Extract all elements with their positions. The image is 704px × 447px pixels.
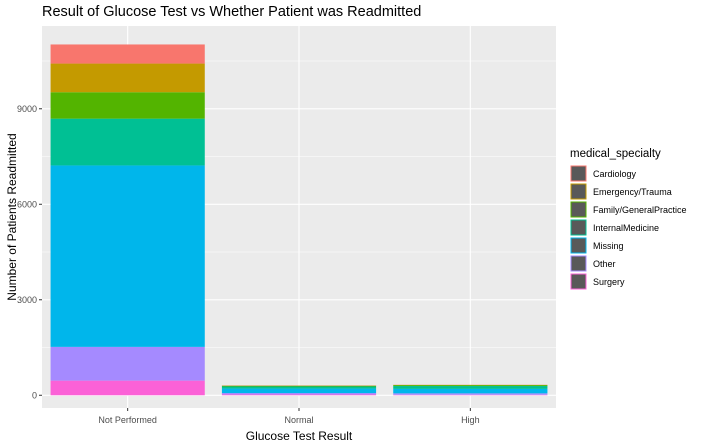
chart-title: Result of Glucose Test vs Whether Patien… xyxy=(42,4,421,20)
legend-label: InternalMedicine xyxy=(593,223,659,233)
legend-label: Cardiology xyxy=(593,169,637,179)
bar-segment-family-generalpractice-0 xyxy=(50,92,205,119)
bar-segment-other-2 xyxy=(393,393,548,395)
y-axis: 0 3000 6000 9000 xyxy=(17,104,42,400)
bar-segment-internalmedicine-0 xyxy=(50,118,205,166)
x-tick-label: High xyxy=(461,415,480,425)
legend: medical_specialty Cardiology Emergency/Tr… xyxy=(570,148,687,290)
legend-label: Surgery xyxy=(593,277,625,287)
legend-label: Family/GeneralPractice xyxy=(593,205,687,215)
y-tick-label: 0 xyxy=(32,390,37,400)
legend-key xyxy=(570,255,587,272)
bar-segment-missing-0 xyxy=(50,165,205,347)
x-tick-label: Not Performed xyxy=(98,415,157,425)
bar-segment-surgery-0 xyxy=(50,380,205,396)
y-tick-label: 9000 xyxy=(17,104,37,114)
legend-label: Missing xyxy=(593,241,624,251)
bar-segment-missing-2 xyxy=(393,388,548,394)
bar-segment-missing-1 xyxy=(221,388,377,394)
legend-key xyxy=(570,201,587,218)
bar-segment-internalmedicine-2 xyxy=(393,386,548,389)
legend-key xyxy=(570,219,587,236)
bar-segment-other-1 xyxy=(221,393,377,395)
y-tick-label: 6000 xyxy=(17,199,37,209)
x-axis-title: Glucose Test Result xyxy=(246,429,353,443)
bar-segment-other-0 xyxy=(50,346,205,381)
bar-segment-surgery-1 xyxy=(221,394,377,396)
legend-key xyxy=(570,273,587,290)
legend-key xyxy=(570,237,587,254)
bar-segment-family-generalpractice-1 xyxy=(221,385,377,387)
bar-segment-cardiology-0 xyxy=(50,44,205,64)
legend-label: Other xyxy=(593,259,616,269)
y-axis-title: Number of Patients Readmitted xyxy=(5,133,19,300)
legend-label: Emergency/Trauma xyxy=(593,187,672,197)
y-tick-label: 3000 xyxy=(17,295,37,305)
bars xyxy=(50,44,548,396)
legend-title: medical_specialty xyxy=(570,148,661,160)
x-axis: Not Performed Normal High xyxy=(98,408,480,425)
legend-key xyxy=(570,183,587,200)
bar-segment-internalmedicine-1 xyxy=(221,386,377,389)
x-tick-label: Normal xyxy=(284,415,313,425)
legend-key xyxy=(570,165,587,182)
bar-segment-family-generalpractice-2 xyxy=(393,385,548,387)
bar-segment-emergency-trauma-0 xyxy=(50,63,205,93)
